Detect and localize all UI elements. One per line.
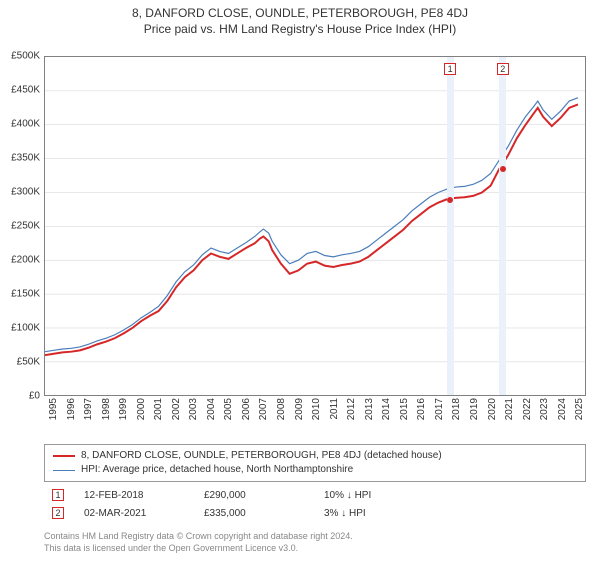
sale-row: 1 12-FEB-2018 £290,000 10% ↓ HPI bbox=[44, 486, 586, 504]
sale-delta: 10% ↓ HPI bbox=[324, 490, 424, 501]
x-axis-label: 1995 bbox=[48, 398, 59, 438]
x-axis-label: 2017 bbox=[434, 398, 445, 438]
sale-marker-box: 2 bbox=[52, 507, 64, 519]
x-axis-label: 2014 bbox=[381, 398, 392, 438]
y-axis-label: £300K bbox=[0, 187, 40, 198]
x-axis-label: 2001 bbox=[153, 398, 164, 438]
x-axis-label: 2005 bbox=[223, 398, 234, 438]
highlight-band bbox=[499, 57, 506, 395]
chart-area: 12 bbox=[44, 56, 586, 396]
x-axis-label: 2002 bbox=[171, 398, 182, 438]
footer-line-1: Contains HM Land Registry data © Crown c… bbox=[44, 530, 586, 542]
sale-date: 12-FEB-2018 bbox=[84, 490, 184, 501]
y-axis-label: £200K bbox=[0, 255, 40, 266]
legend-swatch bbox=[53, 455, 75, 457]
x-axis-label: 2009 bbox=[294, 398, 305, 438]
x-axis-label: 2000 bbox=[136, 398, 147, 438]
chart-marker-2: 2 bbox=[497, 63, 509, 75]
series-hpi bbox=[45, 98, 578, 352]
chart-title: 8, DANFORD CLOSE, OUNDLE, PETERBOROUGH, … bbox=[0, 6, 600, 20]
sale-date: 02-MAR-2021 bbox=[84, 508, 184, 519]
chart-marker-1: 1 bbox=[444, 63, 456, 75]
sale-delta: 3% ↓ HPI bbox=[324, 508, 424, 519]
x-axis-label: 2003 bbox=[188, 398, 199, 438]
x-axis-label: 1998 bbox=[101, 398, 112, 438]
x-axis-label: 2012 bbox=[346, 398, 357, 438]
sale-row: 2 02-MAR-2021 £335,000 3% ↓ HPI bbox=[44, 504, 586, 522]
x-axis-label: 2007 bbox=[258, 398, 269, 438]
highlight-band bbox=[447, 57, 454, 395]
sale-marker-box: 1 bbox=[52, 489, 64, 501]
x-axis-label: 2011 bbox=[329, 398, 340, 438]
x-axis-label: 2015 bbox=[399, 398, 410, 438]
x-axis-label: 2019 bbox=[469, 398, 480, 438]
x-axis-label: 1996 bbox=[66, 398, 77, 438]
x-axis-label: 2024 bbox=[557, 398, 568, 438]
y-axis-label: £350K bbox=[0, 153, 40, 164]
y-axis-label: £0 bbox=[0, 391, 40, 402]
x-axis-label: 2010 bbox=[311, 398, 322, 438]
x-axis-label: 2022 bbox=[522, 398, 533, 438]
y-axis-label: £450K bbox=[0, 85, 40, 96]
y-axis-label: £100K bbox=[0, 323, 40, 334]
y-axis-label: £250K bbox=[0, 221, 40, 232]
x-axis-label: 2021 bbox=[504, 398, 515, 438]
y-axis-label: £400K bbox=[0, 119, 40, 130]
x-axis-label: 2025 bbox=[574, 398, 585, 438]
x-axis-label: 2006 bbox=[241, 398, 252, 438]
legend-box: 8, DANFORD CLOSE, OUNDLE, PETERBOROUGH, … bbox=[44, 444, 586, 482]
sale-price: £290,000 bbox=[204, 490, 304, 501]
legend-label: HPI: Average price, detached house, Nort… bbox=[81, 463, 353, 477]
x-axis-label: 1999 bbox=[118, 398, 129, 438]
chart-subtitle: Price paid vs. HM Land Registry's House … bbox=[0, 22, 600, 36]
sale-dot bbox=[447, 197, 453, 203]
legend-row: HPI: Average price, detached house, Nort… bbox=[53, 463, 577, 477]
x-axis-label: 1997 bbox=[83, 398, 94, 438]
x-axis-label: 2016 bbox=[416, 398, 427, 438]
x-axis-label: 2020 bbox=[487, 398, 498, 438]
legend-swatch bbox=[53, 470, 75, 471]
legend-label: 8, DANFORD CLOSE, OUNDLE, PETERBOROUGH, … bbox=[81, 449, 442, 463]
footer-text: Contains HM Land Registry data © Crown c… bbox=[44, 530, 586, 554]
sale-dot bbox=[500, 166, 506, 172]
legend-row: 8, DANFORD CLOSE, OUNDLE, PETERBOROUGH, … bbox=[53, 449, 577, 463]
sales-table: 1 12-FEB-2018 £290,000 10% ↓ HPI 2 02-MAR-202… bbox=[44, 486, 586, 522]
series-property bbox=[45, 104, 578, 355]
x-axis-label: 2013 bbox=[364, 398, 375, 438]
y-axis-label: £150K bbox=[0, 289, 40, 300]
footer-line-2: This data is licensed under the Open Gov… bbox=[44, 542, 586, 554]
x-axis-label: 2008 bbox=[276, 398, 287, 438]
sale-price: £335,000 bbox=[204, 508, 304, 519]
y-axis-label: £50K bbox=[0, 357, 40, 368]
x-axis-label: 2023 bbox=[539, 398, 550, 438]
y-axis-label: £500K bbox=[0, 51, 40, 62]
x-axis-label: 2004 bbox=[206, 398, 217, 438]
x-axis-label: 2018 bbox=[451, 398, 462, 438]
